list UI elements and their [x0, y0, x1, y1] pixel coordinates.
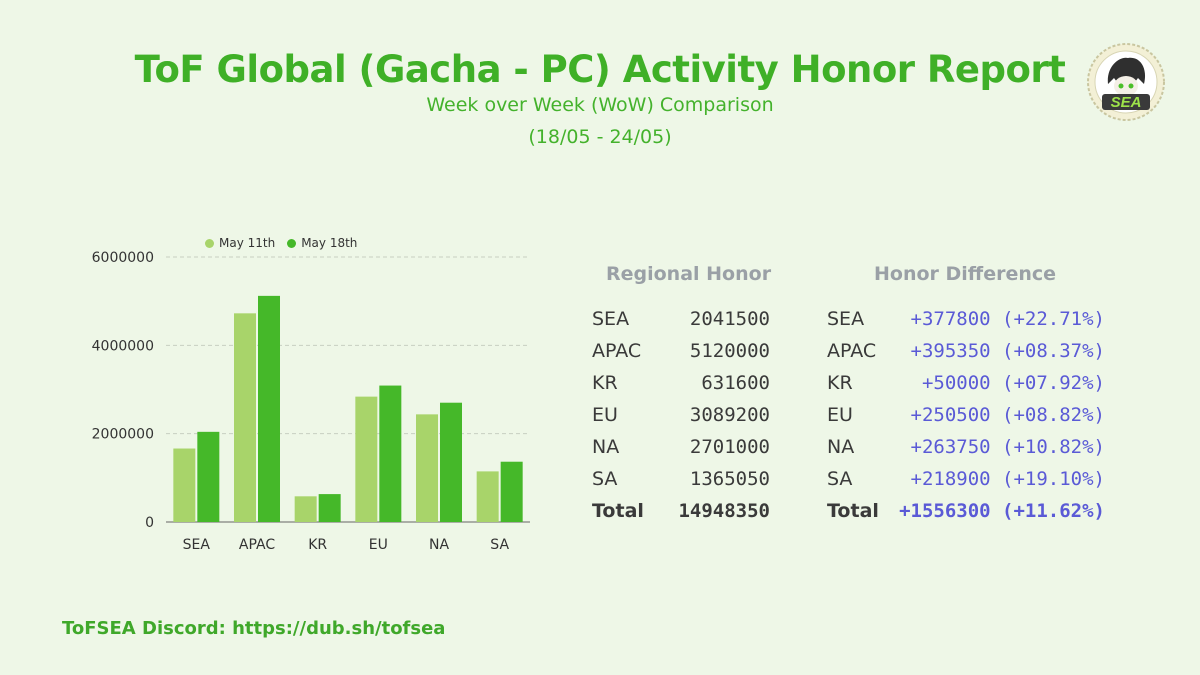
x-tick-label: APAC [239, 537, 275, 553]
difference-row-value: +218900 (+19.10%) [910, 468, 1105, 490]
honor-difference-header: Honor Difference [874, 263, 1057, 285]
bar-na-series-1 [416, 414, 438, 522]
bar-apac-series-2 [258, 295, 280, 522]
bar-kr-series-1 [294, 496, 317, 522]
report-title: ToF Global (Gacha - PC) Activity Honor R… [134, 48, 1066, 91]
legend-label-series-1: May 11th [219, 236, 276, 250]
x-tick-label: NA [429, 537, 449, 553]
regional-row-region: KR [592, 372, 618, 394]
legend-swatch-series-2 [287, 238, 297, 248]
legend-label-series-2: May 18th [301, 236, 358, 250]
honor-bar-chart: 0 2000000 4000000 6000000 SEA APAC KR EU NA SA [92, 250, 530, 553]
bar-sea-series-1 [173, 448, 196, 522]
difference-row-value: +395350 (+08.37%) [910, 340, 1105, 362]
legend-swatch-series-1 [205, 238, 214, 248]
report-subtitle: Week over Week (WoW) Comparison [426, 94, 774, 116]
discord-link-text[interactable]: ToFSEA Discord: https://dub.sh/tofsea [62, 618, 446, 639]
difference-row-value: +263750 (+10.82%) [910, 436, 1105, 458]
difference-total-label: Total [827, 500, 879, 522]
regional-honor-header: Regional Honor [606, 263, 772, 285]
regional-row-value: 3089200 [689, 404, 770, 426]
regional-row-region: SA [592, 468, 618, 490]
difference-row-region: SEA [827, 308, 865, 330]
bar-apac-series-1 [234, 313, 256, 522]
logo-text: SEA [1111, 94, 1142, 111]
x-tick-label: KR [308, 537, 327, 553]
regional-row-region: EU [592, 404, 618, 426]
y-tick-label: 2000000 [92, 427, 154, 443]
difference-row-region: APAC [827, 340, 877, 362]
legend-item-series-2: May 18th [287, 236, 357, 250]
bar-sa-series-1 [476, 471, 499, 522]
regional-total-label: Total [592, 500, 644, 522]
regional-row-value: 1365050 [689, 468, 770, 490]
legend-item-series-1: May 11th [205, 236, 275, 250]
regional-row-region: NA [592, 436, 620, 458]
regional-row-value: 2701000 [689, 436, 770, 458]
difference-row-region: KR [827, 372, 853, 394]
difference-row-region: EU [827, 404, 853, 426]
x-tick-label: EU [369, 537, 388, 553]
difference-total-value: +1556300 (+11.62%) [899, 500, 1105, 522]
y-tick-label: 4000000 [92, 338, 154, 354]
x-tick-label: SA [490, 537, 509, 553]
difference-row-region: NA [827, 436, 855, 458]
regional-row-value: 631600 [701, 372, 770, 394]
tofsea-logo-icon: SEA [1087, 43, 1165, 121]
bar-eu-series-2 [379, 385, 402, 522]
regional-row-value: 5120000 [689, 340, 770, 362]
difference-row-region: SA [827, 468, 853, 490]
chart-legend: May 11th May 18th [205, 236, 357, 250]
report-date-range: (18/05 - 24/05) [528, 126, 672, 148]
difference-row-value: +250500 (+08.82%) [910, 404, 1105, 426]
bar-eu-series-1 [355, 396, 378, 522]
regional-row-value: 2041500 [689, 308, 770, 330]
difference-row-value: +50000 (+07.92%) [921, 372, 1105, 394]
x-tick-label: SEA [183, 537, 211, 553]
regional-row-region: SEA [592, 308, 630, 330]
regional-row-region: APAC [592, 340, 642, 362]
difference-row-value: +377800 (+22.71%) [910, 308, 1105, 330]
bar-sea-series-2 [197, 431, 220, 522]
bar-na-series-2 [440, 402, 462, 522]
bar-kr-series-2 [318, 494, 341, 522]
bar-sa-series-2 [500, 461, 523, 522]
y-tick-label: 0 [145, 515, 154, 531]
y-tick-label: 6000000 [92, 250, 154, 266]
regional-total-value: 14948350 [678, 500, 770, 522]
